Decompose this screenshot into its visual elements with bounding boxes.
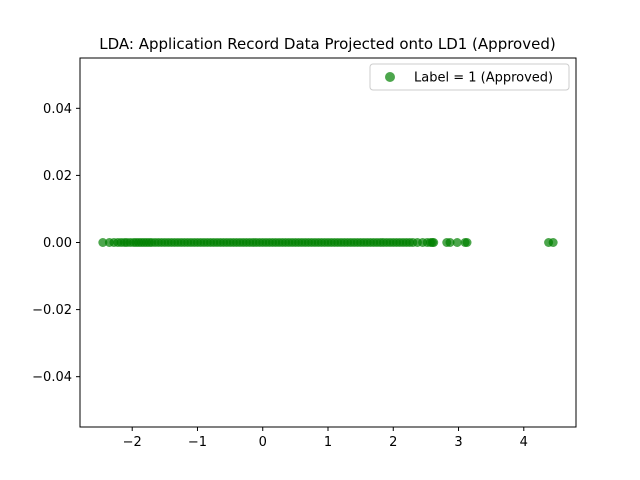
x-tick-label: 2 <box>389 435 397 450</box>
data-point <box>429 238 439 247</box>
x-tick-label: −2 <box>123 435 142 450</box>
x-tick-label: 4 <box>520 435 528 450</box>
legend-box <box>369 63 570 91</box>
y-tick-label: −0.04 <box>32 370 72 385</box>
data-point <box>445 238 455 247</box>
data-point <box>452 238 462 247</box>
y-axis: −0.04 −0.02 0.00 0.02 0.04 <box>32 102 80 385</box>
x-tick-label: −1 <box>188 435 207 450</box>
x-tick-label: 1 <box>324 435 332 450</box>
data-points <box>98 238 558 247</box>
data-point <box>548 238 558 247</box>
y-tick-label: −0.02 <box>32 303 72 318</box>
legend: Label = 1 (Approved) <box>369 63 570 91</box>
x-tick-label: 3 <box>454 435 462 450</box>
y-tick-label: 0.02 <box>43 169 72 184</box>
data-point <box>98 238 108 247</box>
legend-label: Label = 1 (Approved) <box>414 71 553 86</box>
chart-title: LDA: Application Record Data Projected o… <box>99 35 555 53</box>
x-axis: −2 −1 0 1 2 3 4 <box>123 427 528 450</box>
y-tick-label: 0.04 <box>43 102 72 117</box>
legend-marker <box>385 72 395 82</box>
x-tick-label: 0 <box>259 435 267 450</box>
y-tick-label: 0.00 <box>43 236 72 251</box>
data-point <box>462 238 472 247</box>
